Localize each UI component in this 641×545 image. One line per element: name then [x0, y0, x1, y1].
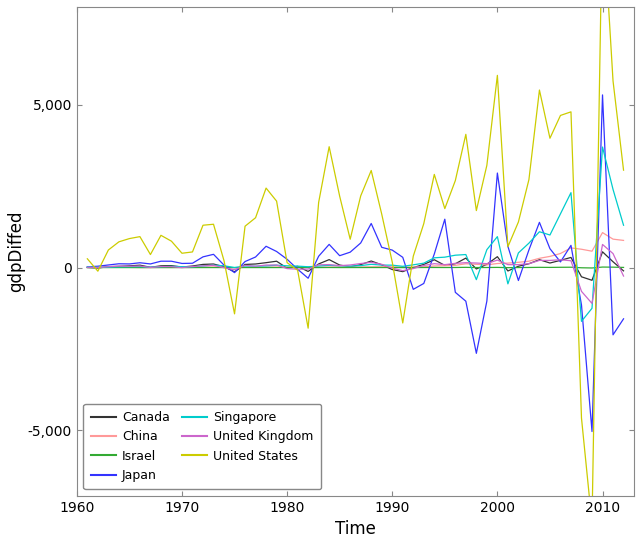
Legend: Canada, China, Israel, Japan, Singapore, United Kingdom, United States: Canada, China, Israel, Japan, Singapore,… [83, 404, 321, 489]
Y-axis label: gdpDiffed: gdpDiffed [7, 210, 25, 292]
X-axis label: Time: Time [335, 520, 376, 538]
